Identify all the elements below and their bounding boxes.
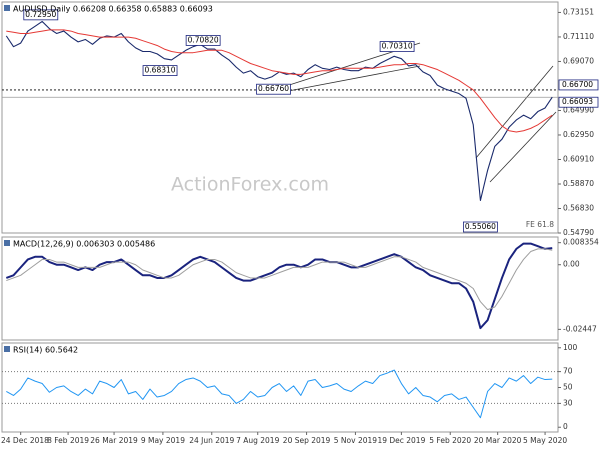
x-tick-label: 5 Feb 2020 (429, 436, 471, 445)
y-tick-label: 0.54790 (563, 228, 594, 237)
annotation-box (379, 41, 415, 52)
y-tick-label: 0.62950 (563, 130, 594, 139)
title-icon (4, 346, 10, 352)
series-line (6, 369, 553, 419)
y-tick-label: 0.71110 (563, 32, 594, 41)
panel-title: RSI(14) 60.5642 (13, 346, 78, 355)
x-tick-label: 26 Mar 2019 (90, 436, 138, 445)
annotation-label: 0.72950 (25, 10, 56, 19)
trend-line (475, 65, 554, 159)
x-tick-label: 20 Mar 2020 (474, 436, 522, 445)
series-line (6, 248, 553, 311)
y-tick-label: 0 (563, 422, 568, 431)
trend-line (282, 65, 421, 93)
annotation-label: 0.70310 (382, 42, 413, 51)
annotation-label: 0.55060 (465, 222, 496, 231)
x-tick-label: 5 May 2020 (523, 436, 567, 445)
series-line (6, 29, 553, 133)
x-tick-label: 8 Feb 2019 (47, 436, 89, 445)
y-tick-label: 0.69070 (563, 56, 594, 65)
y-tick-label: 0.58870 (563, 179, 594, 188)
title-icon (4, 240, 10, 246)
annotation-box (185, 35, 221, 46)
level-label: 0.66093 (562, 97, 593, 106)
y-tick-label: 0.56830 (563, 203, 594, 212)
x-tick-label: 5 Nov 2019 (334, 436, 377, 445)
x-tick-label: 24 Jun 2019 (189, 436, 234, 445)
annotation-box (463, 221, 498, 233)
y-tick-label: 30 (563, 398, 573, 407)
annotation-label: 0.68310 (145, 66, 176, 75)
panel-frame (1, 236, 559, 341)
annotation-box (23, 9, 59, 21)
level-label: 0.66700 (562, 80, 593, 89)
title-icon (4, 5, 10, 11)
x-tick-label: 7 Aug 2019 (236, 436, 279, 445)
panel-frame (1, 1, 559, 234)
y-tick-label: 50 (563, 383, 573, 392)
level-box (558, 79, 599, 91)
y-tick-label: 0.00 (563, 260, 580, 269)
watermark: ActionForex.com (171, 174, 329, 196)
y-tick-label: 100 (563, 343, 578, 352)
trend-line (489, 111, 557, 183)
panel-title: AUDUSD Daily 0.66208 0.66358 0.65883 0.6… (13, 5, 213, 14)
y-tick-label: 70 (563, 367, 573, 376)
x-tick-label: 19 Dec 2019 (377, 436, 425, 445)
x-tick-label: 20 Sep 2019 (283, 436, 331, 445)
series-line (5, 242, 553, 330)
note: FE 61.8 (526, 220, 554, 229)
x-tick-label: 9 May 2019 (141, 436, 185, 445)
annotation-box (142, 65, 178, 76)
annotation-label: 0.66760 (258, 84, 289, 93)
annotation-box (256, 83, 291, 95)
y-tick-label: 0.73151 (563, 7, 594, 16)
y-tick-label: 0.008354 (563, 238, 599, 247)
level-box (558, 96, 599, 108)
panel-title: MACD(12,26,9) 0.006303 0.005486 (13, 240, 155, 249)
y-tick-label: 0.60910 (563, 154, 594, 163)
x-tick-label: 24 Dec 2018 (1, 436, 49, 445)
y-tick-label: -0.02447 (563, 324, 597, 333)
annotation-label: 0.70820 (188, 35, 219, 44)
y-tick-label: 0.64990 (563, 105, 594, 114)
